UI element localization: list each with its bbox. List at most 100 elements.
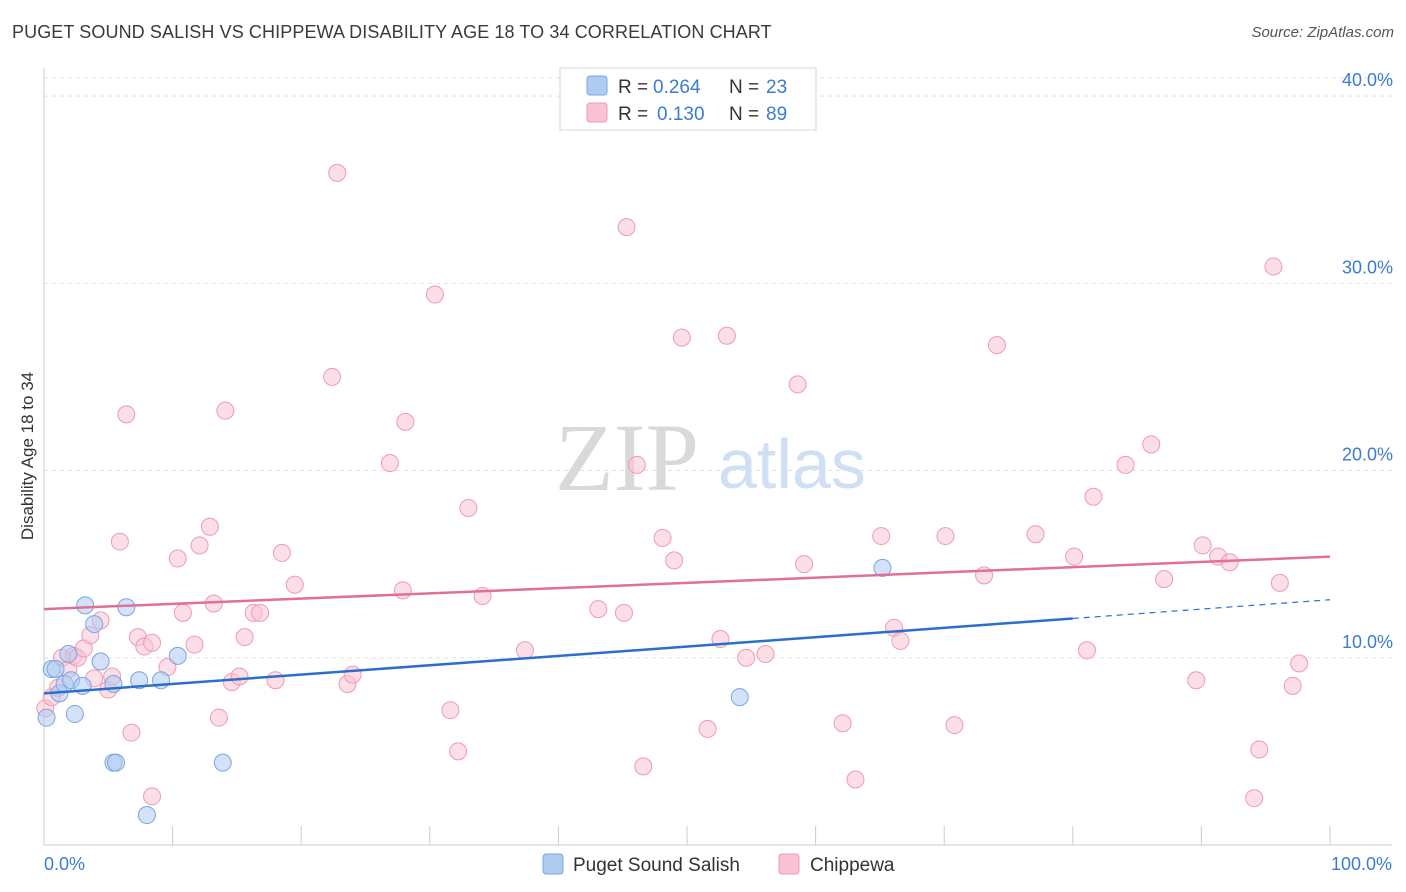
- chippewa-point: [425, 285, 444, 304]
- y-tick-label: 40.0%: [1342, 70, 1393, 90]
- chippewa-point: [788, 375, 807, 394]
- chippewa-point: [1077, 641, 1096, 660]
- chippewa-point: [614, 603, 633, 622]
- chippewa-point: [1155, 570, 1174, 589]
- chippewa-point: [209, 708, 228, 727]
- salish-point: [168, 646, 187, 665]
- chippewa-point: [617, 218, 636, 237]
- chippewa-point: [634, 757, 653, 776]
- chippewa-point: [459, 498, 478, 517]
- chippewa-point: [380, 454, 399, 473]
- legend-n-label-salish: N =: [729, 77, 759, 98]
- chippewa-point: [230, 667, 249, 686]
- bottom-legend-swatch-chippewa: [778, 853, 800, 875]
- chippewa-point: [665, 551, 684, 570]
- chippewa-point: [185, 635, 204, 654]
- salish-point: [85, 615, 104, 634]
- salish-point: [76, 596, 95, 615]
- legend-swatch-chippewa: [586, 102, 608, 123]
- watermark-atlas: atlas: [718, 425, 866, 503]
- chippewa-point: [1065, 547, 1084, 566]
- chippewa-point: [846, 770, 865, 789]
- chippewa-point: [1026, 525, 1045, 544]
- salish-point: [65, 704, 84, 723]
- y-tick-label: 20.0%: [1342, 445, 1393, 465]
- chippewa-point: [323, 367, 342, 386]
- chippewa-point: [168, 549, 187, 568]
- legend-swatch-salish: [586, 75, 608, 96]
- chippewa-point: [1220, 553, 1239, 572]
- chippewa-point: [285, 575, 304, 594]
- chippewa-point: [627, 455, 646, 474]
- chippewa-point: [1142, 435, 1161, 454]
- salish-point: [213, 753, 232, 772]
- chippewa-point: [235, 628, 254, 647]
- chippewa-point: [1245, 789, 1264, 808]
- y-tick-labels: 10.0% 20.0% 30.0% 40.0%: [1342, 70, 1393, 652]
- chippewa-point: [328, 163, 347, 182]
- chippewa-point: [122, 723, 141, 742]
- chippewa-point: [216, 401, 235, 420]
- chippewa-point: [737, 648, 756, 667]
- chippewa-point: [1264, 257, 1283, 276]
- salish-point: [107, 753, 126, 772]
- salish-point: [59, 645, 78, 664]
- chippewa-point: [251, 603, 270, 622]
- chippewa-point: [872, 527, 891, 546]
- chippewa-point: [449, 742, 468, 761]
- bottom-legend-swatch-salish: [542, 853, 564, 875]
- gridlines: [44, 77, 1392, 659]
- chippewa-point: [653, 528, 672, 547]
- legend-r-label-salish: R =: [618, 77, 648, 98]
- chippewa-point: [396, 412, 415, 431]
- chippewa-point: [795, 555, 814, 574]
- legend-n-value-salish: 23: [766, 77, 787, 98]
- chippewa-point: [1290, 654, 1309, 673]
- salish-trend-line: [43, 617, 1073, 695]
- chippewa-point: [272, 543, 291, 562]
- chippewa-point: [173, 603, 192, 622]
- salish-point: [37, 708, 56, 727]
- salish-point: [91, 652, 110, 671]
- bottom-legend-label-chippewa: Chippewa: [810, 855, 895, 876]
- legend-r-value-chippewa: 0.130: [657, 104, 705, 125]
- trend-lines: [43, 555, 1331, 695]
- chippewa-point: [117, 405, 136, 424]
- chippewa-point: [200, 517, 219, 536]
- salish-point: [873, 558, 892, 577]
- chippewa-point: [717, 326, 736, 345]
- chippewa-point: [1250, 740, 1269, 759]
- chippewa-point: [1116, 455, 1135, 474]
- chippewa-point: [1084, 487, 1103, 506]
- chippewa-point: [441, 701, 460, 720]
- chippewa-point: [343, 665, 362, 684]
- legend-r-label-chippewa: R =: [618, 104, 648, 125]
- chippewa-point: [143, 633, 162, 652]
- chippewa-point: [190, 536, 209, 555]
- chart-title: PUGET SOUND SALISH VS CHIPPEWA DISABILIT…: [12, 22, 772, 42]
- chippewa-point: [393, 581, 412, 600]
- chippewa-point: [515, 641, 534, 660]
- chippewa-point: [833, 714, 852, 733]
- x-tick-label-min: 0.0%: [44, 854, 85, 874]
- chippewa-point: [945, 716, 964, 735]
- bottom-legend: Puget Sound Salish Chippewa: [542, 853, 895, 876]
- legend-n-label-chippewa: N =: [729, 104, 759, 125]
- chippewa-point: [110, 532, 129, 551]
- chippewa-point: [1187, 671, 1206, 690]
- chippewa-point: [672, 328, 691, 347]
- y-axis-title: Disability Age 18 to 34: [18, 372, 37, 540]
- y-tick-label: 10.0%: [1342, 632, 1393, 652]
- chippewa-point: [987, 336, 1006, 355]
- chippewa-point: [1283, 676, 1302, 695]
- legend-n-value-chippewa: 89: [766, 104, 787, 125]
- x-ticks: [43, 826, 1331, 845]
- watermark: ZIP atlas: [555, 404, 866, 511]
- salish-point: [730, 688, 749, 707]
- chippewa-trend-line: [43, 555, 1331, 611]
- y-tick-label: 30.0%: [1342, 257, 1393, 277]
- chippewa-point: [1270, 573, 1289, 592]
- chippewa-point: [936, 527, 955, 546]
- salish-points: [37, 558, 892, 825]
